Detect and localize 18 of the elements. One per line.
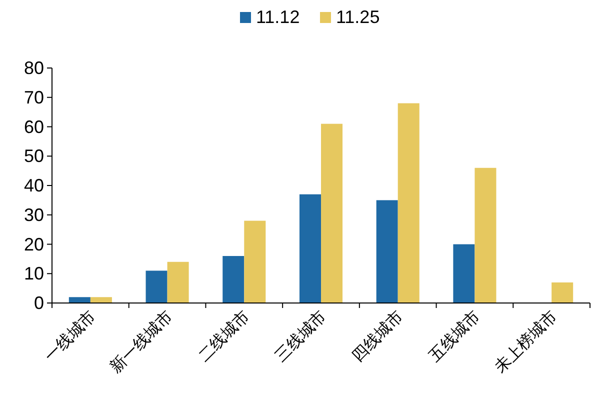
y-tick-label: 80 [24, 58, 44, 78]
legend-label: 11.12 [256, 7, 300, 27]
x-tick-label: 一线城市 [41, 307, 100, 366]
x-tick-label: 二线城市 [194, 307, 253, 366]
legend-label: 11.25 [336, 7, 380, 27]
x-tick-label: 未上榜城市 [491, 307, 560, 376]
y-tick-label: 40 [24, 176, 44, 196]
y-tick-label: 70 [24, 87, 44, 108]
y-tick-label: 50 [24, 146, 44, 166]
y-tick-label: 30 [24, 204, 44, 225]
y-tick-label: 60 [24, 116, 44, 137]
x-tick-label: 三线城市 [272, 307, 330, 366]
x-tick-label: 四线城市 [348, 307, 407, 366]
x-tick-label: 新一线城市 [106, 307, 176, 376]
y-tick-label: 10 [24, 264, 44, 284]
y-tick-label: 20 [24, 234, 44, 254]
x-tick-label: 五线城市 [426, 307, 484, 366]
y-tick-label: 0 [34, 293, 44, 313]
